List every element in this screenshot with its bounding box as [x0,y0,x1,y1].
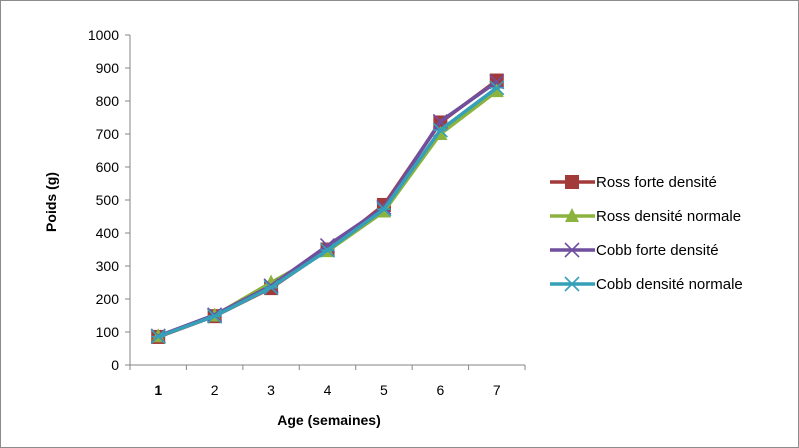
x-tick-label: 6 [436,382,444,398]
legend-marker [564,276,580,292]
legend-marker [564,242,580,258]
x-axis-title: Age (semaines) [277,412,380,428]
x-tick-label: 2 [211,382,219,398]
legend-item-1: Ross forte densité [550,174,717,191]
data-point [489,83,504,98]
data-point [489,74,505,90]
y-tick-label: 500 [96,192,120,208]
data-point [263,279,279,296]
data-point [432,122,448,138]
data-point [207,308,223,324]
legend-item-4: Cobb densité normale [550,276,743,293]
legend-label: Ross forte densité [596,174,717,191]
data-point [376,201,392,217]
y-tick-label: 200 [96,291,120,307]
series-4 [150,80,505,345]
series-3 [150,74,505,344]
y-tick-label: 400 [96,225,120,241]
y-axis: 0 100 200 300 400 500 600 700 800 900 1000 [88,27,131,373]
x-tick-label: 7 [493,382,501,398]
y-tick-label: 100 [96,324,120,340]
legend-label: Ross densité normale [596,208,741,225]
y-tick-label: 900 [96,60,120,76]
legend-marker [565,208,579,222]
y-tick-label: 800 [96,93,120,109]
series-layer [150,73,505,345]
legend: Ross forte densité Ross densité normale Co… [550,174,743,293]
y-tick-label: 300 [96,258,120,274]
data-point [150,329,166,345]
x-axis: 1 2 3 4 5 6 7 [129,364,526,398]
data-point [319,242,336,258]
x-tick-label: 3 [267,382,275,398]
x-tick-label: 5 [380,382,388,398]
data-point [489,80,505,96]
y-tick-label: 0 [111,357,119,373]
y-tick-label: 1000 [88,27,119,43]
legend-label: Cobb densité normale [596,276,743,293]
data-point-stroke [489,74,505,90]
y-tick-label: 600 [96,159,120,175]
legend-label: Cobb forte densité [596,242,719,259]
legend-marker-stroke [564,242,580,258]
y-tick-label: 700 [96,126,120,142]
legend-item-2: Ross densité normale [550,208,741,225]
legend-marker [565,175,579,189]
y-axis-title: Poids (g) [43,172,59,232]
x-tick-label: 4 [324,382,332,398]
x-tick-label: 1 [154,382,162,398]
legend-item-3: Cobb forte densité [550,242,719,259]
